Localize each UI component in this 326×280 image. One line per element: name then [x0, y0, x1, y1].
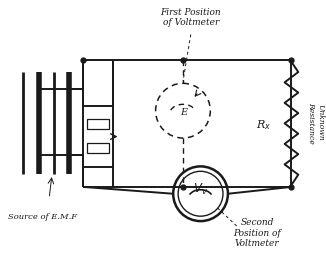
Text: $V_v$: $V_v$ [193, 182, 208, 197]
Bar [87, 143, 109, 153]
Bar [87, 120, 109, 129]
Text: First Position
of Voltmeter: First Position of Voltmeter [160, 8, 221, 27]
Bar [83, 106, 112, 167]
Text: E: E [180, 108, 187, 117]
Text: R$_x$: R$_x$ [257, 118, 272, 132]
Text: Second
Position of
Voltmeter: Second Position of Voltmeter [233, 218, 281, 248]
Text: Source of E.M.F: Source of E.M.F [8, 213, 77, 221]
Text: Unknown
Resistance: Unknown Resistance [307, 102, 324, 143]
